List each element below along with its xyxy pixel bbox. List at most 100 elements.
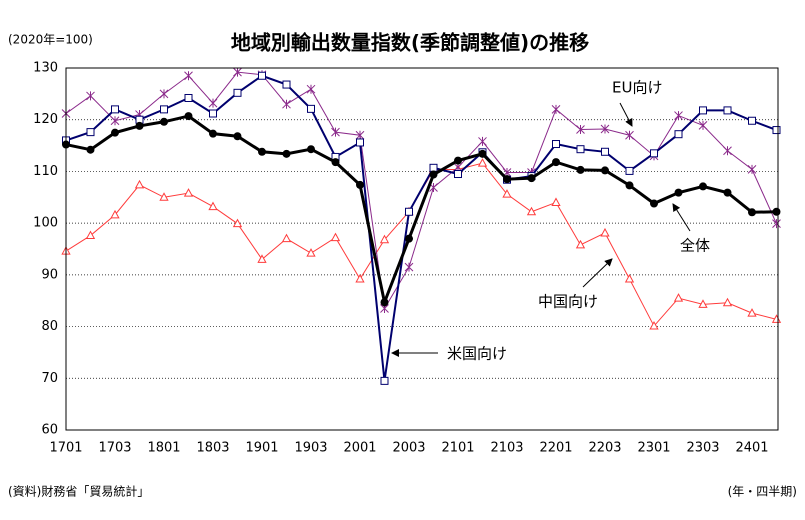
x-tick-label: 1903 [294,441,327,456]
marker [110,116,120,126]
x-tick-label: 2401 [735,441,768,456]
marker [160,105,168,114]
marker [330,232,341,242]
marker [184,93,193,102]
chart-title: 地域別輸出数量指数(季節調整値)の推移 [231,31,589,55]
y-tick-label: 80 [41,319,58,334]
marker [405,234,413,243]
marker [257,254,267,263]
marker [552,140,560,149]
x-tick-label: 1701 [49,441,82,456]
marker [503,175,511,184]
marker [258,71,266,80]
marker [673,293,684,302]
marker [674,130,683,139]
x-tick-label: 2301 [637,441,670,456]
x-tick-label: 2203 [588,441,621,456]
marker [306,84,316,94]
marker [527,174,536,183]
marker [355,130,365,140]
marker [233,88,242,97]
series-line [65,74,777,382]
marker [698,299,708,308]
x-tick-label: 2003 [392,441,425,456]
marker [601,166,609,175]
marker [355,273,365,283]
marker [380,298,389,307]
arrow [619,102,633,127]
marker [723,146,732,156]
marker [723,106,732,115]
marker [722,297,733,307]
marker [551,104,561,114]
marker [650,199,658,208]
x-tick-label: 2001 [343,441,376,456]
marker [209,129,217,138]
marker [478,149,487,158]
marker [551,197,561,206]
y-tick-label: 100 [33,216,58,231]
marker [208,201,218,211]
x-tick-label: 1901 [245,441,278,456]
x-tick-label: 2101 [441,441,474,456]
plot: 60 70 80 90 100 110 120 130 1701 1703 1801 1803 1901… [33,61,782,456]
marker [429,170,438,179]
arrow [672,203,691,232]
marker [306,248,316,257]
marker [233,132,242,141]
marker [184,112,193,121]
y-tick-label: 110 [33,164,58,179]
marker [454,156,462,165]
marker [699,182,707,191]
annotation: EU向け [612,79,662,97]
source: (資料)財務省「貿易統計」 [8,484,149,499]
x-tick-label: 1703 [98,441,131,456]
marker [233,67,242,77]
x-tick-label: 1803 [196,441,229,456]
marker [184,71,193,81]
marker [209,109,217,118]
marker [748,116,756,125]
marker [748,208,756,217]
marker [232,218,243,228]
marker [134,179,145,189]
x-tick-label: 2201 [539,441,572,456]
marker [575,239,586,249]
marker [723,188,732,197]
marker [282,99,291,109]
marker [625,166,634,175]
unit-note: (2020年=100) [8,33,93,47]
marker [454,170,462,179]
marker [86,128,95,137]
marker [331,127,340,137]
marker [772,126,781,135]
marker [404,262,414,272]
x-tick-label: 2303 [686,441,719,456]
marker [379,234,390,244]
y-tick-label: 90 [41,267,58,282]
marker [674,188,683,197]
marker [183,188,194,197]
x-axis-label: (年・四半期) [728,485,797,499]
marker [625,181,634,190]
marker [380,376,389,385]
marker [477,158,488,167]
marker [576,145,585,154]
marker [110,209,120,219]
annotation: 中国向け [538,293,598,311]
annotation: 全体 [680,237,710,255]
marker [625,130,634,140]
marker [258,147,266,156]
marker [747,308,757,317]
y-tick-label: 130 [33,61,58,76]
marker [772,219,781,229]
marker [600,227,610,237]
marker [502,189,512,198]
marker [307,104,315,113]
marker [86,91,95,101]
marker [600,124,610,134]
marker [307,145,315,154]
marker [576,125,585,135]
marker [698,120,708,130]
